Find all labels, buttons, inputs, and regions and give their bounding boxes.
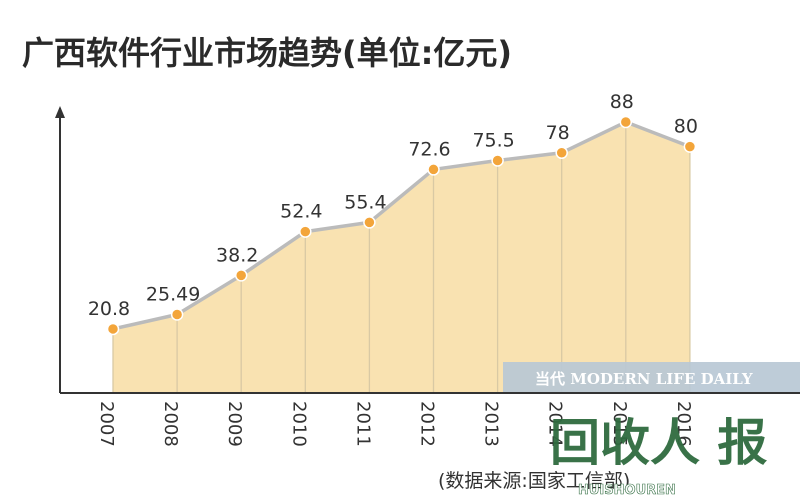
data-point-2009 xyxy=(234,269,248,282)
data-label-2015: 88 xyxy=(610,91,634,113)
data-point-2015 xyxy=(619,115,633,129)
y-axis-arrow xyxy=(55,106,65,118)
x-tick-label-2007: 2007 xyxy=(96,401,117,447)
watermark-banner xyxy=(503,362,800,392)
data-label-2008: 25.49 xyxy=(146,284,200,306)
x-tick-label-2008: 2008 xyxy=(160,401,181,447)
data-label-2010: 52.4 xyxy=(280,201,322,223)
data-label-2007: 20.8 xyxy=(88,298,130,320)
x-tick-label-2009: 2009 xyxy=(224,401,245,447)
data-label-2012: 72.6 xyxy=(408,138,450,160)
data-label-2016: 80 xyxy=(674,116,698,138)
data-point-2014 xyxy=(555,146,568,160)
x-tick-label-2012: 2012 xyxy=(417,401,438,447)
watermark-banner-text: 当代 MODERN LIFE DAILY xyxy=(535,370,753,388)
data-point-2010 xyxy=(299,225,312,238)
data-label-2014: 78 xyxy=(546,122,570,144)
data-label-2011: 55.4 xyxy=(344,191,386,213)
x-tick-label-2016: 2016 xyxy=(673,401,694,447)
data-point-2016 xyxy=(683,140,697,153)
data-point-2011 xyxy=(363,216,376,229)
source-note: (数据来源:国家工信部) xyxy=(438,470,631,492)
watermark-logo-text: 回收人 报 xyxy=(550,414,767,472)
data-point-2013 xyxy=(491,154,504,167)
watermark-subtext: HUISHOUREN xyxy=(578,483,676,498)
series-line xyxy=(112,120,691,331)
data-point-2012 xyxy=(427,163,440,176)
data-label-2013: 75.5 xyxy=(472,129,514,151)
x-tick-label-2013: 2013 xyxy=(481,401,502,447)
x-tick-label-2010: 2010 xyxy=(288,401,309,447)
data-point-2007 xyxy=(106,322,120,336)
data-point-2008 xyxy=(170,308,184,321)
area-fill xyxy=(113,122,690,393)
chart-title: 广西软件行业市场趋势(单位:亿元) xyxy=(22,34,513,72)
x-tick-label-2011: 2011 xyxy=(352,401,373,447)
watermark-logo: 回收人 报 HUISHOUREN xyxy=(550,414,767,498)
x-tick-label-2014: 2014 xyxy=(545,401,566,447)
x-tick-label-2015: 2015 xyxy=(609,401,630,447)
data-label-2009: 38.2 xyxy=(216,244,258,266)
